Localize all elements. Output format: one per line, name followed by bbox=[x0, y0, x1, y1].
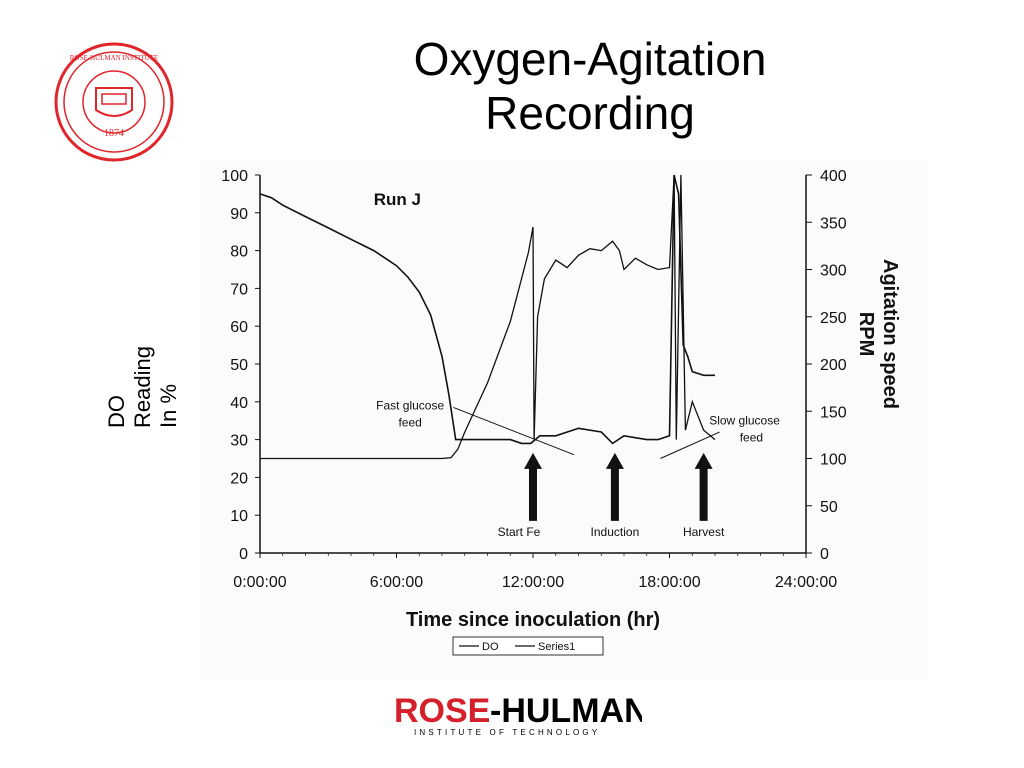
y-tick-label: 10 bbox=[230, 508, 248, 525]
logo-rose-text: ROSE bbox=[394, 692, 490, 730]
event-arrow bbox=[694, 452, 713, 521]
y-tick-label: 50 bbox=[230, 357, 248, 374]
x-tick-label: 0:00:00 bbox=[233, 574, 286, 591]
event-arrow bbox=[605, 452, 624, 521]
y2-tick-label: 200 bbox=[820, 357, 847, 374]
y2-tick-label: 0 bbox=[820, 546, 829, 563]
event-label: Induction bbox=[591, 525, 640, 539]
y2-tick-label: 250 bbox=[820, 310, 847, 327]
oxygen-agitation-chart: 0 10 20 30 40 50 60 70 80 90 100 0 50 100 150 200 250 300… bbox=[221, 168, 901, 656]
rose-hulman-logo: ROSE -HULMAN INSTITUTE OF TECHNOLOGY bbox=[394, 692, 642, 737]
slide-title: Oxygen-Agitation Recording bbox=[330, 32, 850, 140]
slide-title-line1: Oxygen-Agitation bbox=[413, 33, 767, 85]
annotation-slow-glucose-feed: Slow glucose feed bbox=[709, 413, 780, 444]
rose-hulman-seal-icon: 1874 ROSE-HULMAN INSTITUTE bbox=[54, 42, 174, 162]
chart-title: Run J bbox=[374, 190, 421, 209]
y2-tick-label: 400 bbox=[820, 168, 847, 185]
y2-tick-label: 50 bbox=[820, 499, 838, 516]
y-tick-label: 0 bbox=[239, 546, 248, 563]
slide-title-line2: Recording bbox=[485, 87, 695, 139]
y-tick-label: 60 bbox=[230, 319, 248, 336]
x-tick-label: 24:00:00 bbox=[775, 574, 837, 591]
event-arrow bbox=[524, 452, 542, 521]
seal-year: 1874 bbox=[104, 128, 124, 139]
y2-axis-label: Agitation speedRPM bbox=[855, 259, 901, 409]
y-tick-label: 90 bbox=[230, 206, 248, 223]
y2-tick-label: 300 bbox=[820, 263, 847, 280]
annotation-slow-glucose-pointer bbox=[660, 431, 720, 459]
x-tick-label: 6:00:00 bbox=[370, 574, 423, 591]
y-tick-label: 20 bbox=[230, 470, 248, 487]
event-label: Harvest bbox=[683, 525, 725, 539]
y-tick-label: 100 bbox=[221, 168, 248, 185]
legend-label-do: DO bbox=[482, 641, 499, 653]
series-do-line bbox=[259, 174, 715, 445]
y-tick-label: 80 bbox=[230, 244, 248, 261]
y-tick-label: 40 bbox=[230, 395, 248, 412]
logo-subtitle-text: INSTITUTE OF TECHNOLOGY bbox=[414, 728, 600, 737]
y2-tick-label: 100 bbox=[820, 452, 847, 469]
legend-label-series1: Series1 bbox=[538, 641, 575, 653]
x-axis-label: Time since inoculation (hr) bbox=[406, 609, 660, 631]
do-axis-label-line2: Reading bbox=[130, 346, 155, 428]
y2-tick-label: 350 bbox=[820, 215, 847, 232]
logo-hulman-text: -HULMAN bbox=[490, 692, 642, 730]
y-tick-label: 30 bbox=[230, 433, 248, 450]
event-label: Start Fe bbox=[498, 525, 541, 539]
x-tick-label: 18:00:00 bbox=[638, 574, 700, 591]
seal-ring-text: ROSE-HULMAN INSTITUTE bbox=[70, 54, 158, 62]
y-tick-label: 70 bbox=[230, 281, 248, 298]
annotation-fast-glucose-feed: Fast glucose feed bbox=[376, 398, 444, 429]
annotation-fast-glucose-pointer bbox=[453, 407, 575, 456]
chart-panel: 0 10 20 30 40 50 60 70 80 90 100 0 50 100 150 200 250 300… bbox=[200, 160, 928, 680]
do-axis-label-line1: DO bbox=[104, 395, 129, 428]
do-axis-label: DO Reading In % bbox=[104, 288, 182, 428]
do-axis-label-line3: In % bbox=[156, 383, 181, 428]
x-tick-label: 12:00:00 bbox=[502, 574, 564, 591]
series-series1-line bbox=[260, 174, 716, 460]
y2-tick-label: 150 bbox=[820, 404, 847, 421]
